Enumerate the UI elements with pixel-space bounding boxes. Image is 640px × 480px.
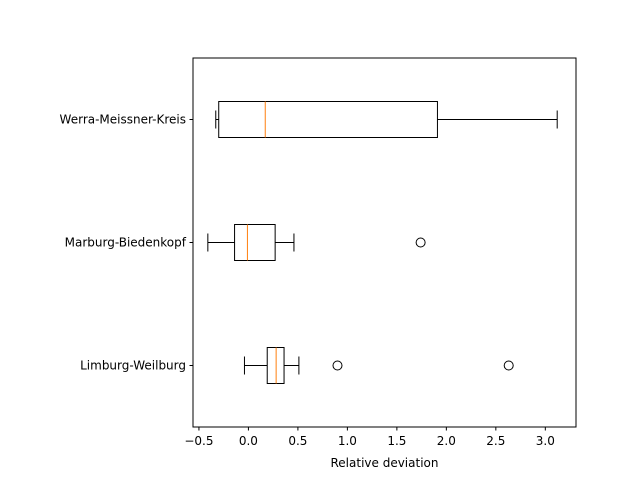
x-tick-label: −0.5 xyxy=(184,434,213,448)
x-tick-label: 0.5 xyxy=(288,434,307,448)
x-tick-label: 1.0 xyxy=(338,434,357,448)
box-group xyxy=(215,101,558,138)
x-tick-label: 1.5 xyxy=(387,434,406,448)
y-tick-label: Limburg-Weilburg xyxy=(80,359,186,373)
outlier-point xyxy=(332,360,343,371)
outlier-point xyxy=(503,360,514,371)
x-tick-label: 2.5 xyxy=(486,434,505,448)
x-axis: −0.5 0.0 0.5 1.0 1.5 2.0 2.5 3.0 xyxy=(184,427,555,448)
x-axis-label: Relative deviation xyxy=(331,456,439,470)
y-axis: Limburg-Weilburg Marburg-Biedenkopf Werra-… xyxy=(60,113,193,373)
plot-area-frame xyxy=(192,57,577,428)
y-tick-label: Werra-Meissner-Kreis xyxy=(60,113,186,127)
outlier-point xyxy=(415,237,426,248)
y-tick-label: Marburg-Biedenkopf xyxy=(65,236,187,250)
iqr-box xyxy=(234,224,276,261)
iqr-box xyxy=(218,101,438,138)
x-tick-label: 0.0 xyxy=(239,434,258,448)
boxes-layer xyxy=(207,101,558,384)
box-group xyxy=(243,347,514,384)
x-tick-label: 3.0 xyxy=(536,434,555,448)
box-group xyxy=(207,224,426,261)
x-tick-label: 2.0 xyxy=(437,434,456,448)
